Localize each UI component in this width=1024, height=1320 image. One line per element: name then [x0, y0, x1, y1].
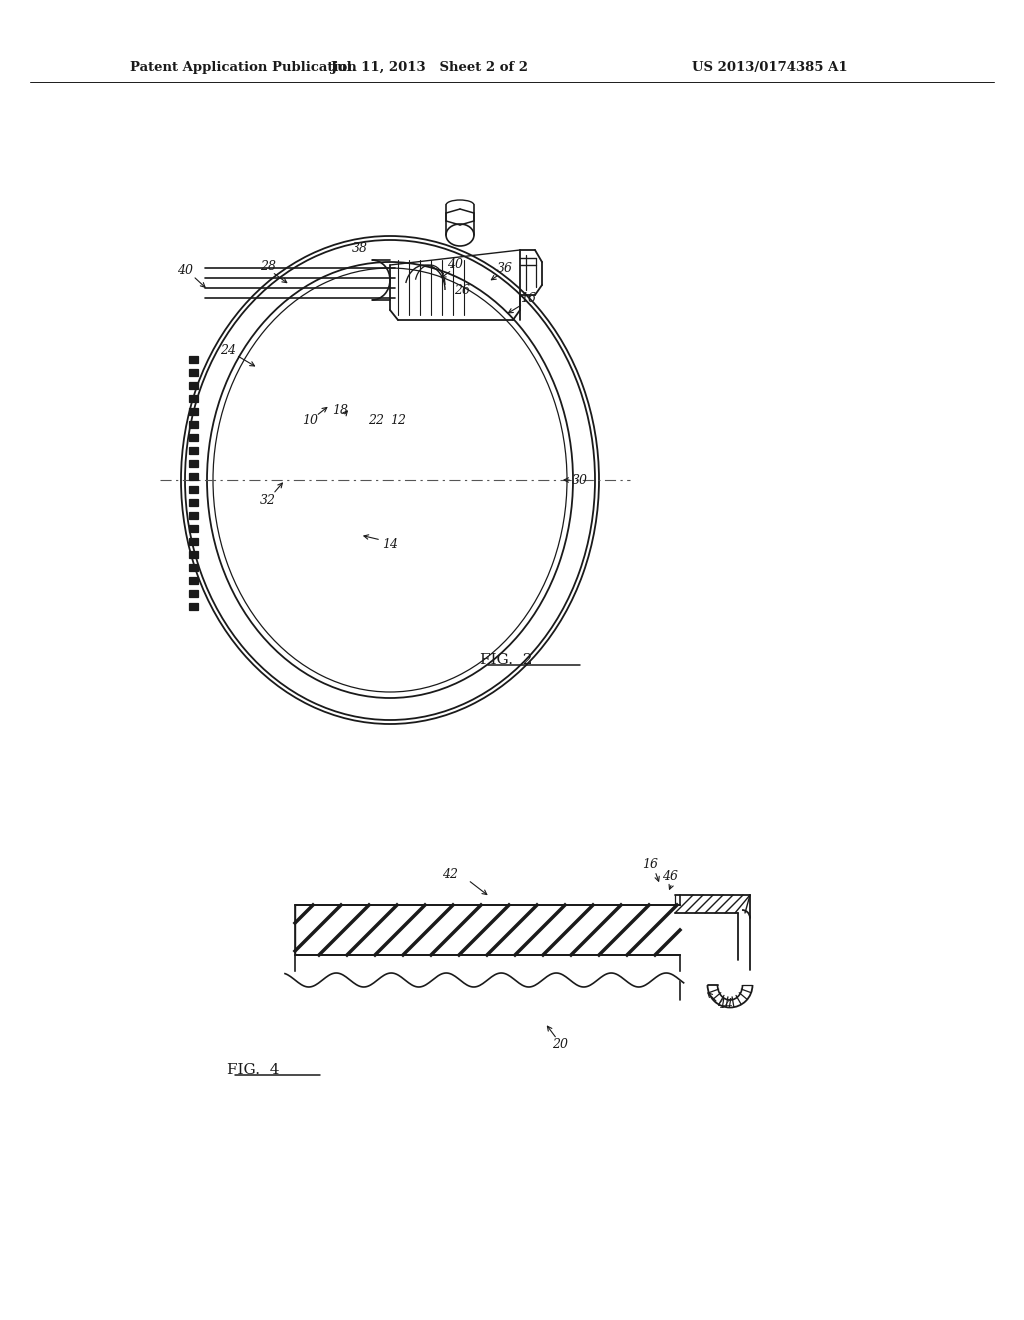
Text: FIG.  4: FIG. 4 — [226, 1063, 280, 1077]
Text: 20: 20 — [552, 1039, 568, 1052]
Text: 30: 30 — [572, 474, 588, 487]
Text: 12: 12 — [390, 413, 406, 426]
Bar — [189, 525, 198, 532]
Bar — [189, 473, 198, 480]
Bar — [189, 577, 198, 583]
Text: 16: 16 — [642, 858, 658, 871]
Text: 26: 26 — [454, 284, 470, 297]
Text: 44: 44 — [717, 998, 733, 1011]
Text: 40: 40 — [447, 257, 463, 271]
Text: 10: 10 — [302, 413, 318, 426]
Text: 46: 46 — [662, 870, 678, 883]
Text: 16: 16 — [520, 292, 536, 305]
Text: Jul. 11, 2013   Sheet 2 of 2: Jul. 11, 2013 Sheet 2 of 2 — [332, 62, 528, 74]
Bar — [189, 499, 198, 506]
Bar — [189, 539, 198, 545]
Bar — [189, 590, 198, 597]
Bar — [189, 408, 198, 414]
Text: 32: 32 — [260, 494, 276, 507]
Bar — [189, 370, 198, 376]
Polygon shape — [295, 906, 680, 954]
Bar — [189, 381, 198, 389]
Text: 22: 22 — [368, 413, 384, 426]
Text: 24: 24 — [220, 343, 236, 356]
Bar — [189, 447, 198, 454]
Text: 18: 18 — [332, 404, 348, 417]
Bar — [189, 550, 198, 558]
Text: 38: 38 — [352, 242, 368, 255]
Bar — [189, 434, 198, 441]
Text: 14: 14 — [382, 539, 398, 552]
Bar — [189, 459, 198, 467]
Bar — [189, 395, 198, 403]
Bar — [189, 564, 198, 572]
Text: US 2013/0174385 A1: US 2013/0174385 A1 — [692, 62, 848, 74]
Text: FIG.  2: FIG. 2 — [480, 653, 532, 667]
Text: Patent Application Publication: Patent Application Publication — [130, 62, 356, 74]
Text: 28: 28 — [260, 260, 276, 272]
Bar — [189, 512, 198, 519]
Bar — [189, 486, 198, 492]
Text: 40: 40 — [177, 264, 193, 276]
Text: 36: 36 — [497, 261, 513, 275]
Bar — [189, 356, 198, 363]
Bar — [189, 421, 198, 428]
Bar — [189, 603, 198, 610]
Text: 42: 42 — [442, 869, 458, 882]
